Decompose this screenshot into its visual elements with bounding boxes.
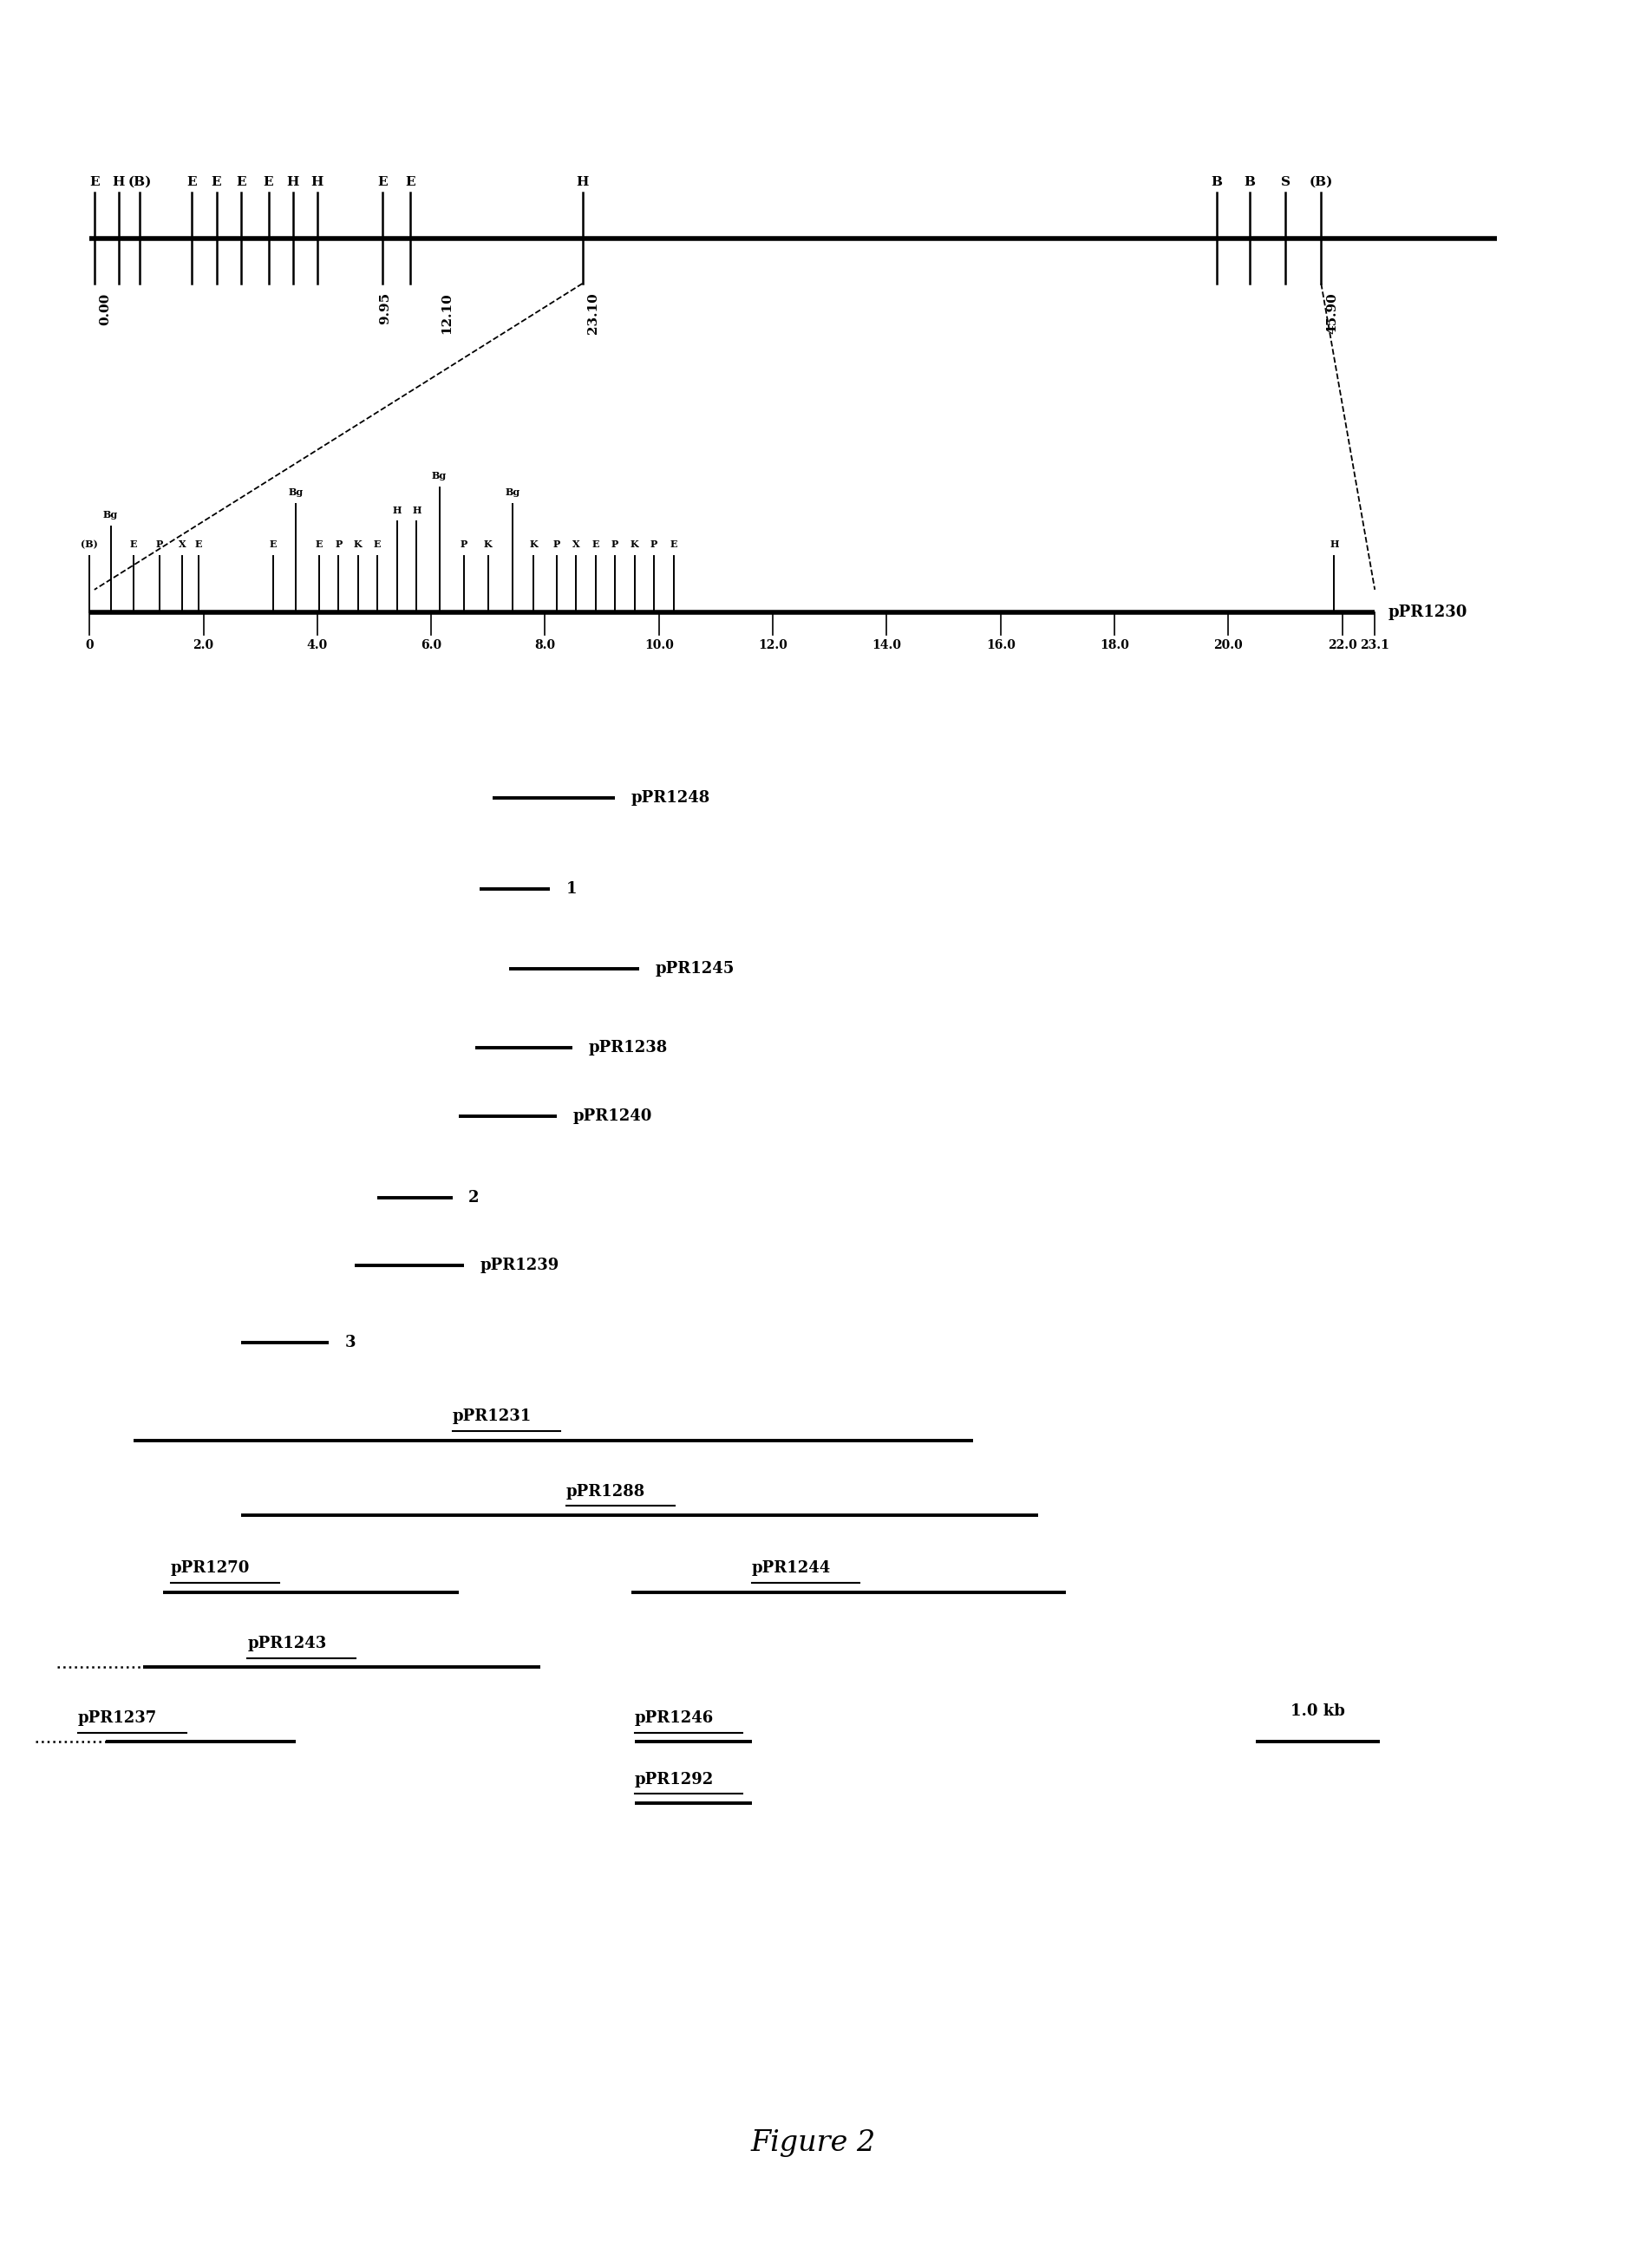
Text: 3: 3 [345, 1336, 356, 1349]
Text: pPR1246: pPR1246 [635, 1710, 714, 1726]
Text: K: K [529, 540, 539, 549]
Text: E: E [670, 540, 677, 549]
Text: K: K [630, 540, 639, 549]
Text: H: H [392, 506, 402, 515]
Text: E: E [270, 540, 277, 549]
Text: pPR1288: pPR1288 [566, 1483, 646, 1499]
Text: K: K [353, 540, 363, 549]
Text: 9.95: 9.95 [379, 293, 390, 324]
Text: pPR1248: pPR1248 [631, 792, 711, 805]
Text: Bg: Bg [288, 488, 304, 497]
Text: X: X [573, 540, 579, 549]
Text: 20.0: 20.0 [1214, 640, 1243, 651]
Text: pPR1240: pPR1240 [573, 1109, 652, 1123]
Text: K: K [483, 540, 493, 549]
Text: B: B [1245, 177, 1254, 188]
Text: pPR1230: pPR1230 [1388, 606, 1468, 619]
Text: H: H [576, 177, 589, 188]
Text: E: E [592, 540, 599, 549]
Text: H: H [311, 177, 324, 188]
Text: P: P [612, 540, 618, 549]
Text: 22.0: 22.0 [1328, 640, 1357, 651]
Text: E: E [187, 177, 197, 188]
Text: pPR1244: pPR1244 [752, 1560, 831, 1576]
Text: 16.0: 16.0 [986, 640, 1015, 651]
Text: P: P [156, 540, 163, 549]
Text: H: H [412, 506, 421, 515]
Text: (B): (B) [1310, 177, 1333, 188]
Text: P: P [335, 540, 342, 549]
Text: E: E [405, 177, 415, 188]
Text: 0.00: 0.00 [99, 293, 111, 324]
Text: E: E [316, 540, 322, 549]
Text: Bg: Bg [103, 510, 119, 519]
Text: P: P [651, 540, 657, 549]
Text: P: P [553, 540, 560, 549]
Text: 0: 0 [85, 640, 94, 651]
Text: S: S [1280, 177, 1290, 188]
Text: Figure 2: Figure 2 [752, 2130, 875, 2157]
Text: H: H [286, 177, 299, 188]
Text: 23.10: 23.10 [587, 293, 599, 333]
Text: 45.90: 45.90 [1326, 293, 1337, 333]
Text: 12.0: 12.0 [758, 640, 787, 651]
Text: 14.0: 14.0 [872, 640, 901, 651]
Text: pPR1243: pPR1243 [247, 1635, 327, 1651]
Text: 1: 1 [566, 882, 578, 896]
Text: E: E [89, 177, 99, 188]
Text: 2.0: 2.0 [194, 640, 213, 651]
Text: Bg: Bg [431, 472, 447, 481]
Text: 1.0 kb: 1.0 kb [1290, 1703, 1346, 1719]
Text: E: E [236, 177, 246, 188]
Text: E: E [130, 540, 137, 549]
Text: pPR1292: pPR1292 [635, 1771, 714, 1787]
Text: 4.0: 4.0 [308, 640, 327, 651]
Text: pPR1239: pPR1239 [480, 1259, 560, 1272]
Text: 6.0: 6.0 [421, 640, 441, 651]
Text: pPR1231: pPR1231 [452, 1408, 532, 1424]
Text: E: E [264, 177, 273, 188]
Text: Bg: Bg [504, 488, 521, 497]
Text: (B): (B) [81, 540, 98, 549]
Text: pPR1245: pPR1245 [656, 962, 735, 975]
Text: E: E [212, 177, 221, 188]
Text: 8.0: 8.0 [535, 640, 555, 651]
Text: B: B [1212, 177, 1222, 188]
Text: E: E [377, 177, 387, 188]
Text: X: X [179, 540, 185, 549]
Text: 10.0: 10.0 [644, 640, 674, 651]
Text: (B): (B) [129, 177, 151, 188]
Text: H: H [112, 177, 125, 188]
Text: H: H [1329, 540, 1339, 549]
Text: pPR1270: pPR1270 [171, 1560, 251, 1576]
Text: P: P [460, 540, 467, 549]
Text: E: E [195, 540, 202, 549]
Text: pPR1237: pPR1237 [78, 1710, 158, 1726]
Text: pPR1238: pPR1238 [589, 1041, 669, 1055]
Text: 23.1: 23.1 [1360, 640, 1389, 651]
Text: 2: 2 [469, 1191, 480, 1204]
Text: 12.10: 12.10 [441, 293, 452, 333]
Text: E: E [374, 540, 381, 549]
Text: 18.0: 18.0 [1100, 640, 1129, 651]
